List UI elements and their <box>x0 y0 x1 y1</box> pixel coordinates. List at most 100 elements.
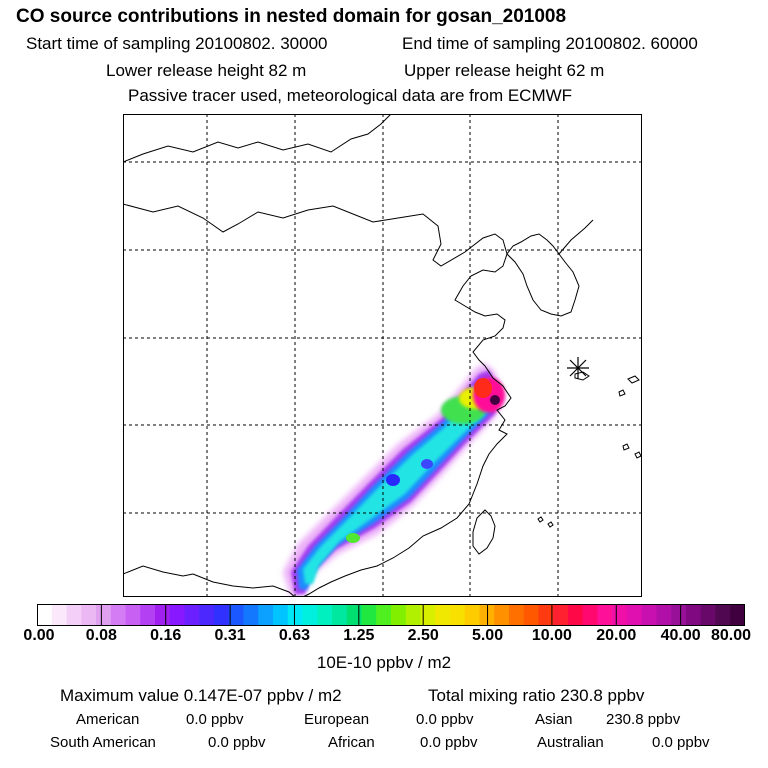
colorbar-cell <box>81 604 97 626</box>
colorbar-tick-label: 0.16 <box>150 627 182 644</box>
upper-release-label: Upper release height 62 m <box>404 61 605 80</box>
receptor-star-icon <box>567 357 589 379</box>
colorbar-cell <box>509 604 525 626</box>
plume-blue-pocket <box>421 459 433 469</box>
colorbar-cell <box>361 604 377 626</box>
colorbar-cell <box>641 604 658 626</box>
colorbar-cell <box>627 604 643 626</box>
colorbar-cell <box>37 604 53 626</box>
colorbar-cell <box>597 604 613 626</box>
plume-green-spot <box>346 533 360 543</box>
korea-peninsula <box>506 233 580 317</box>
colorbar-cell <box>435 604 451 626</box>
max-value-label: Maximum value 0.147E-07 ppbv / m2 <box>60 686 342 705</box>
colorbar-cell <box>568 604 584 626</box>
colorbar-tick-label: 0.00 <box>23 627 55 644</box>
colorbar-cells <box>37 604 745 626</box>
colorbar-tick-label: 2.50 <box>407 627 439 644</box>
source-value: 0.0 ppbv <box>186 711 244 728</box>
plume-red-hotspot <box>474 378 492 398</box>
colorbar-cell <box>317 604 333 626</box>
source-value: 0.0 ppbv <box>652 734 710 751</box>
plume-cyan-core <box>303 386 491 584</box>
end-time-label: End time of sampling 20100802. 60000 <box>402 34 698 53</box>
map-frame <box>123 114 642 597</box>
colorbar-cell <box>110 604 127 626</box>
source-value: 0.0 ppbv <box>416 711 474 728</box>
tracer-note: Passive tracer used, meteorological data… <box>128 86 573 105</box>
colorbar-units: 10E-10 ppbv / m2 <box>316 653 452 672</box>
source-name: African <box>328 734 375 751</box>
colorbar-cell <box>523 604 540 626</box>
source-value: 0.0 ppbv <box>420 734 478 751</box>
start-time-label: Start time of sampling 20100802. 30000 <box>26 34 328 53</box>
colorbar-tick-label: 0.08 <box>85 627 117 644</box>
colorbar-dividers <box>100 604 682 626</box>
korea-north-border <box>558 219 594 255</box>
colorbar-cell <box>199 604 215 626</box>
colorbar-cell <box>376 604 392 626</box>
colorbar-cell <box>332 604 348 626</box>
lat-lon-grid <box>123 114 642 597</box>
colorbar-cell <box>302 604 318 626</box>
colorbar-cell <box>553 604 569 626</box>
colorbar-cell <box>700 604 717 626</box>
colorbar-cell <box>715 604 731 626</box>
colorbar-cell <box>450 604 466 626</box>
colorbar-cell <box>405 604 422 626</box>
colorbar-cell <box>96 604 112 626</box>
colorbar-tick-label: 40.00 <box>660 627 701 644</box>
colorbar-cell <box>273 604 289 626</box>
colorbar-cell <box>686 604 702 626</box>
southwest-border <box>123 565 194 577</box>
colorbar-cell <box>155 604 171 626</box>
colorbar-cell <box>51 604 68 626</box>
colorbar-cell <box>214 604 230 626</box>
colorbar-cell <box>464 604 481 626</box>
colorbar-cell <box>730 604 745 626</box>
concentration-plume <box>283 363 505 597</box>
taiwan-island <box>472 509 496 555</box>
colorbar-cell <box>243 604 259 626</box>
colorbar-cell <box>228 604 245 626</box>
northern-border <box>123 114 392 163</box>
colorbar-tick-label: 1.25 <box>343 627 375 644</box>
colorbar-tick-label: 0.63 <box>278 627 311 644</box>
colorbar-frame <box>37 604 745 626</box>
source-name: Asian <box>535 711 573 728</box>
colorbar-cell <box>494 604 510 626</box>
colorbar-tick-label: 20.00 <box>596 627 637 644</box>
colorbar-cell <box>184 604 200 626</box>
colorbar-cell <box>169 604 186 626</box>
plot-title: CO source contributions in nested domain… <box>16 6 567 27</box>
colorbar <box>37 604 745 626</box>
colorbar-cell <box>391 604 407 626</box>
east-asia-coastline <box>302 213 512 597</box>
colorbar-cell <box>346 604 363 626</box>
colorbar-cell <box>420 604 436 626</box>
hainan-coast <box>192 573 296 597</box>
colorbar-tick-label: 10.00 <box>531 627 572 644</box>
lower-release-label: Lower release height 82 m <box>106 61 307 80</box>
source-name: American <box>76 711 140 728</box>
source-value: 230.8 ppbv <box>606 711 681 728</box>
colorbar-cell <box>287 604 304 626</box>
total-mixing-label: Total mixing ratio 230.8 ppbv <box>428 686 645 705</box>
colorbar-cell <box>671 604 687 626</box>
source-value: 0.0 ppbv <box>208 734 266 751</box>
colorbar-tick-label: 80.00 <box>710 627 752 644</box>
plume-blue-pocket <box>386 474 400 486</box>
colorbar-cell <box>125 604 141 626</box>
colorbar-cell <box>258 604 274 626</box>
colorbar-tick-label: 0.31 <box>214 627 246 644</box>
colorbar-cell <box>582 604 599 626</box>
colorbar-cell <box>538 604 554 626</box>
colorbar-cell <box>66 604 82 626</box>
colorbar-tick-label: 5.00 <box>471 627 504 644</box>
colorbar-cell <box>140 604 156 626</box>
colorbar-cell <box>612 604 628 626</box>
source-name: South American <box>50 734 156 751</box>
colorbar-cell <box>656 604 672 626</box>
source-name: European <box>304 711 370 728</box>
source-name: Australian <box>537 734 604 751</box>
